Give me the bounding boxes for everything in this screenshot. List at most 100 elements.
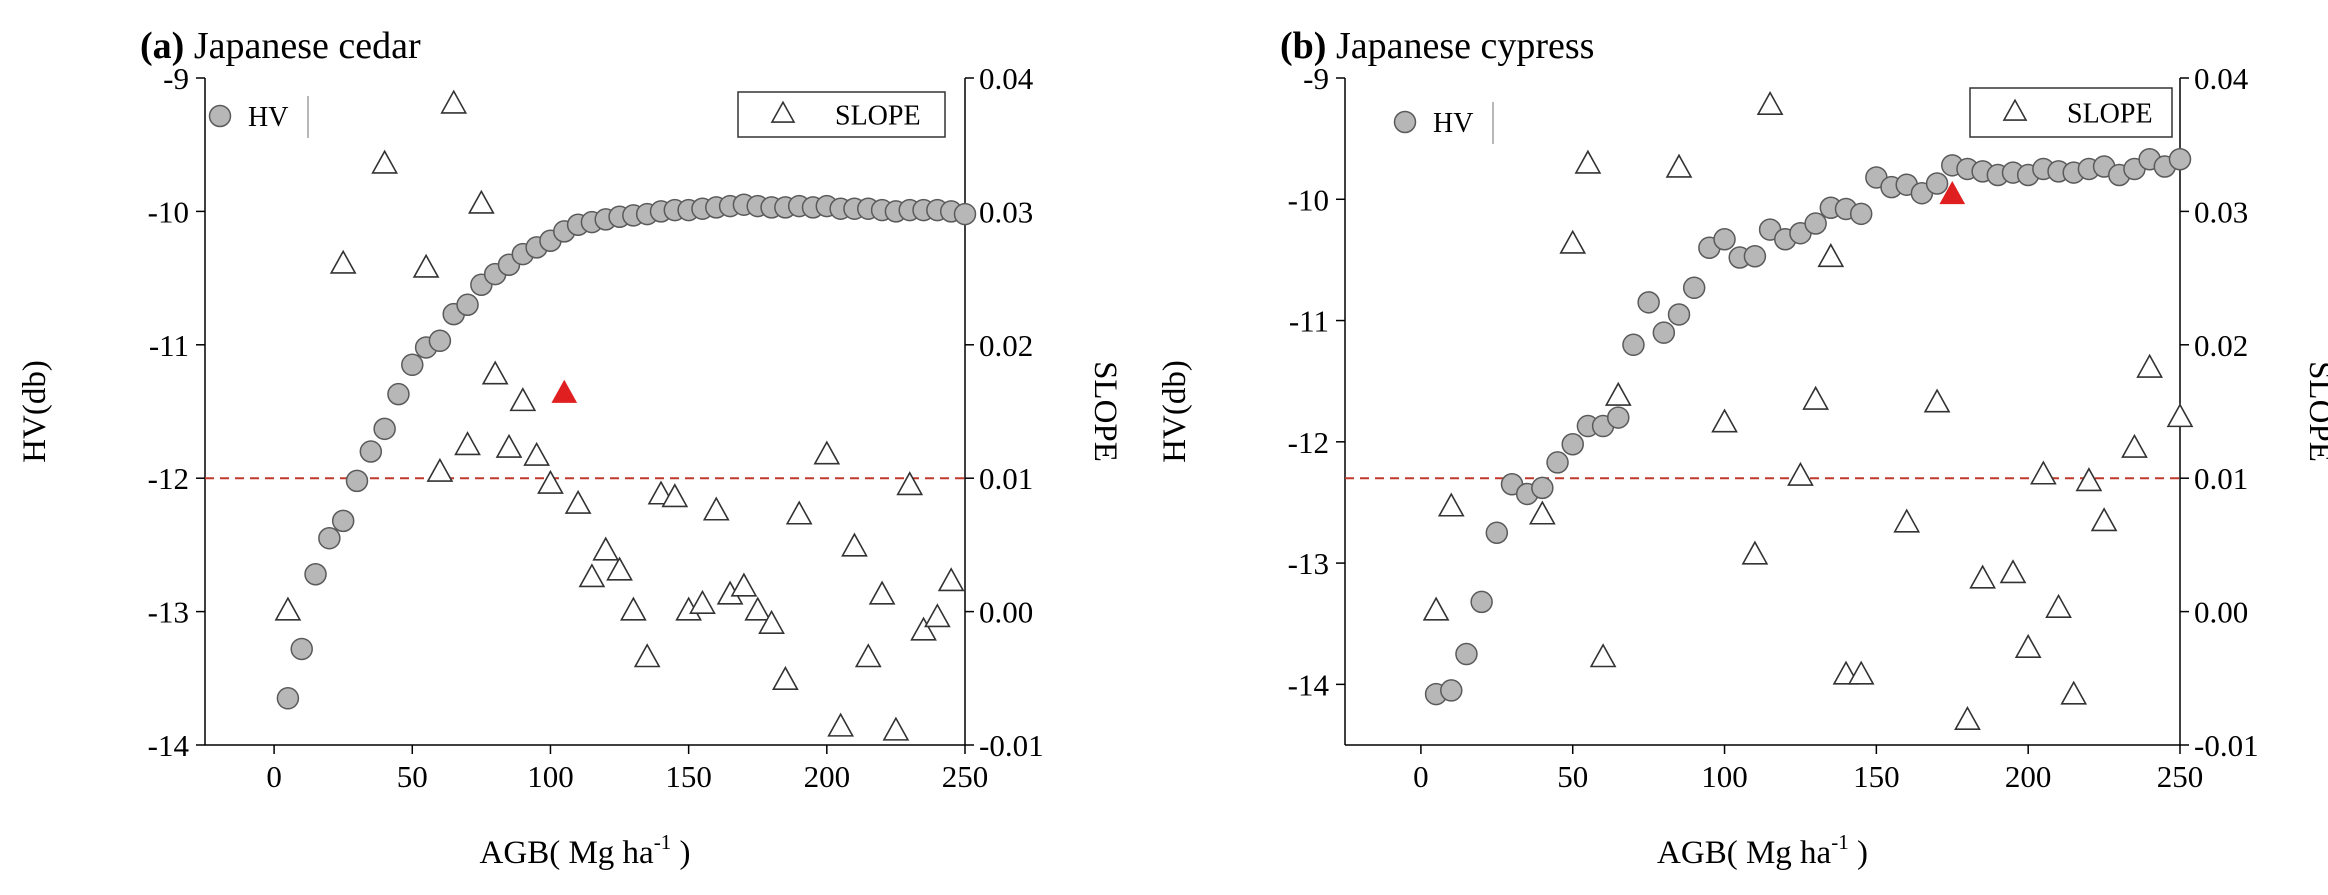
slope-point — [841, 532, 868, 557]
legend-slope-marker — [770, 100, 796, 123]
panel-title-text: Japanese cypress — [1326, 25, 1594, 67]
slope-point — [744, 596, 772, 621]
y-right-tick-label: 0.01 — [2194, 461, 2248, 496]
x-axis-title: AGB( Mg ha-1 ) — [480, 830, 691, 871]
slope-point — [523, 441, 550, 466]
slope-point — [1741, 540, 1769, 565]
slope-point — [274, 596, 302, 621]
slope-point — [481, 360, 509, 385]
hv-point — [276, 687, 300, 710]
x-tick-label: 200 — [804, 759, 851, 794]
legend-hv-marker — [208, 104, 232, 128]
hv-point — [1652, 321, 1676, 344]
slope-point — [937, 567, 965, 592]
slope-point — [564, 489, 592, 514]
slope-point — [371, 149, 398, 174]
hv-point — [1607, 406, 1630, 429]
slope-point — [785, 500, 813, 525]
slope-point — [1711, 408, 1738, 433]
chart-panel-a: 0 50 100 150 200 250 -14 -13 -12 -11 -10 -9 -0.01 0.0… — [17, 25, 1123, 871]
slope-point — [1437, 492, 1465, 517]
chart-panel-b: 0 50 100 150 200 250 -14 -13 -12 -11 -10 -9 -0.01 0.0… — [1157, 25, 2328, 871]
legend-slope-label: SLOPE — [835, 101, 921, 132]
slope-point — [1999, 559, 2027, 584]
slope-point — [1817, 243, 1845, 268]
legend-hv-label: HV — [248, 102, 288, 133]
hv-point — [359, 440, 383, 463]
hv-point — [290, 637, 313, 661]
y-right-tick-label: -0.01 — [979, 728, 1044, 763]
y-axis-title-left: HV(db) — [1157, 360, 1193, 463]
y-left-tick-label: -11 — [1289, 304, 1329, 339]
slope-point — [730, 572, 758, 597]
slope-point — [1756, 90, 1784, 116]
slope-point — [495, 433, 523, 458]
hv-point — [1713, 228, 1736, 251]
y-right-tick-label: 0.00 — [979, 595, 1033, 630]
y-right-tick-label: -0.01 — [2194, 728, 2259, 763]
y-axis-title-right: SLOPE — [1087, 361, 1123, 462]
slope-point — [454, 431, 481, 456]
panel-title-text: Japanese cedar — [184, 25, 421, 67]
hv-point — [331, 509, 355, 533]
x-tick-label: 50 — [397, 759, 428, 794]
slope-point — [578, 563, 606, 588]
y-left-tick-label: -10 — [1288, 182, 1329, 217]
legend-hv-label: HV — [1433, 108, 1473, 139]
hv-point — [373, 417, 396, 441]
x-tick-label: 0 — [1413, 759, 1429, 794]
x-tick-label: 200 — [2005, 759, 2052, 794]
hv-point — [387, 382, 410, 406]
x-axis-title: AGB( Mg ha-1 ) — [1657, 830, 1868, 871]
legend-hv-marker — [1393, 110, 1417, 134]
slope-point — [854, 643, 882, 668]
x-axis-title-main: AGB( Mg ha — [1657, 835, 1832, 871]
optimal-point-marker — [551, 379, 578, 403]
x-axis-title-sup: -1 — [654, 830, 672, 854]
y-left-tick-label: -13 — [1288, 546, 1329, 581]
slope-point — [2166, 403, 2194, 428]
slope-point — [1529, 500, 1556, 525]
slope-point — [910, 616, 937, 641]
x-tick-label: 250 — [942, 759, 989, 794]
hv-point — [401, 353, 424, 377]
slope-point — [1969, 564, 1996, 589]
panel-title: (b) Japanese cypress — [1280, 25, 1594, 67]
slope-point — [509, 387, 537, 412]
slope-point — [896, 471, 924, 496]
y-right-tick-label: 0.00 — [2194, 595, 2248, 630]
hv-point — [1485, 521, 1509, 545]
hv-point — [1682, 276, 1706, 300]
y-right-tick-label: 0.02 — [979, 328, 1033, 363]
hv-point — [456, 293, 479, 317]
hv-point — [1561, 432, 1584, 456]
y-left-tick-label: -12 — [1288, 425, 1329, 460]
y-right-tick-label: 0.03 — [2194, 194, 2248, 229]
x-axis-title-end: ) — [1849, 835, 1868, 871]
slope-point — [2121, 433, 2148, 458]
y-axis-title-right: SLOPE — [2302, 361, 2328, 462]
slope-point — [702, 496, 730, 521]
hv-point — [345, 469, 369, 493]
x-tick-label: 0 — [266, 759, 282, 794]
hv-point — [1440, 679, 1463, 702]
legend: HV SLOPE — [208, 91, 946, 138]
hv-point — [1743, 245, 1767, 268]
y-left-tick-label: -12 — [148, 461, 189, 496]
slope-point — [2030, 460, 2057, 485]
slope-point — [1604, 381, 1632, 406]
hv-point — [1546, 451, 1569, 474]
hv-point — [1470, 590, 1493, 614]
slope-point — [1847, 660, 1875, 685]
x-tick-label: 100 — [527, 759, 574, 794]
y-axis-title-left: HV(db) — [17, 360, 53, 463]
legend: HV SLOPE — [1393, 87, 2173, 144]
slope-point — [412, 253, 440, 278]
slope-point — [1893, 508, 1921, 533]
slope-point — [2075, 467, 2103, 492]
slope-point — [440, 89, 468, 114]
slope-point — [537, 469, 564, 494]
slope-point — [1923, 388, 1951, 413]
hv-point — [1925, 172, 1949, 195]
panel-title: (a) Japanese cedar — [140, 25, 421, 67]
